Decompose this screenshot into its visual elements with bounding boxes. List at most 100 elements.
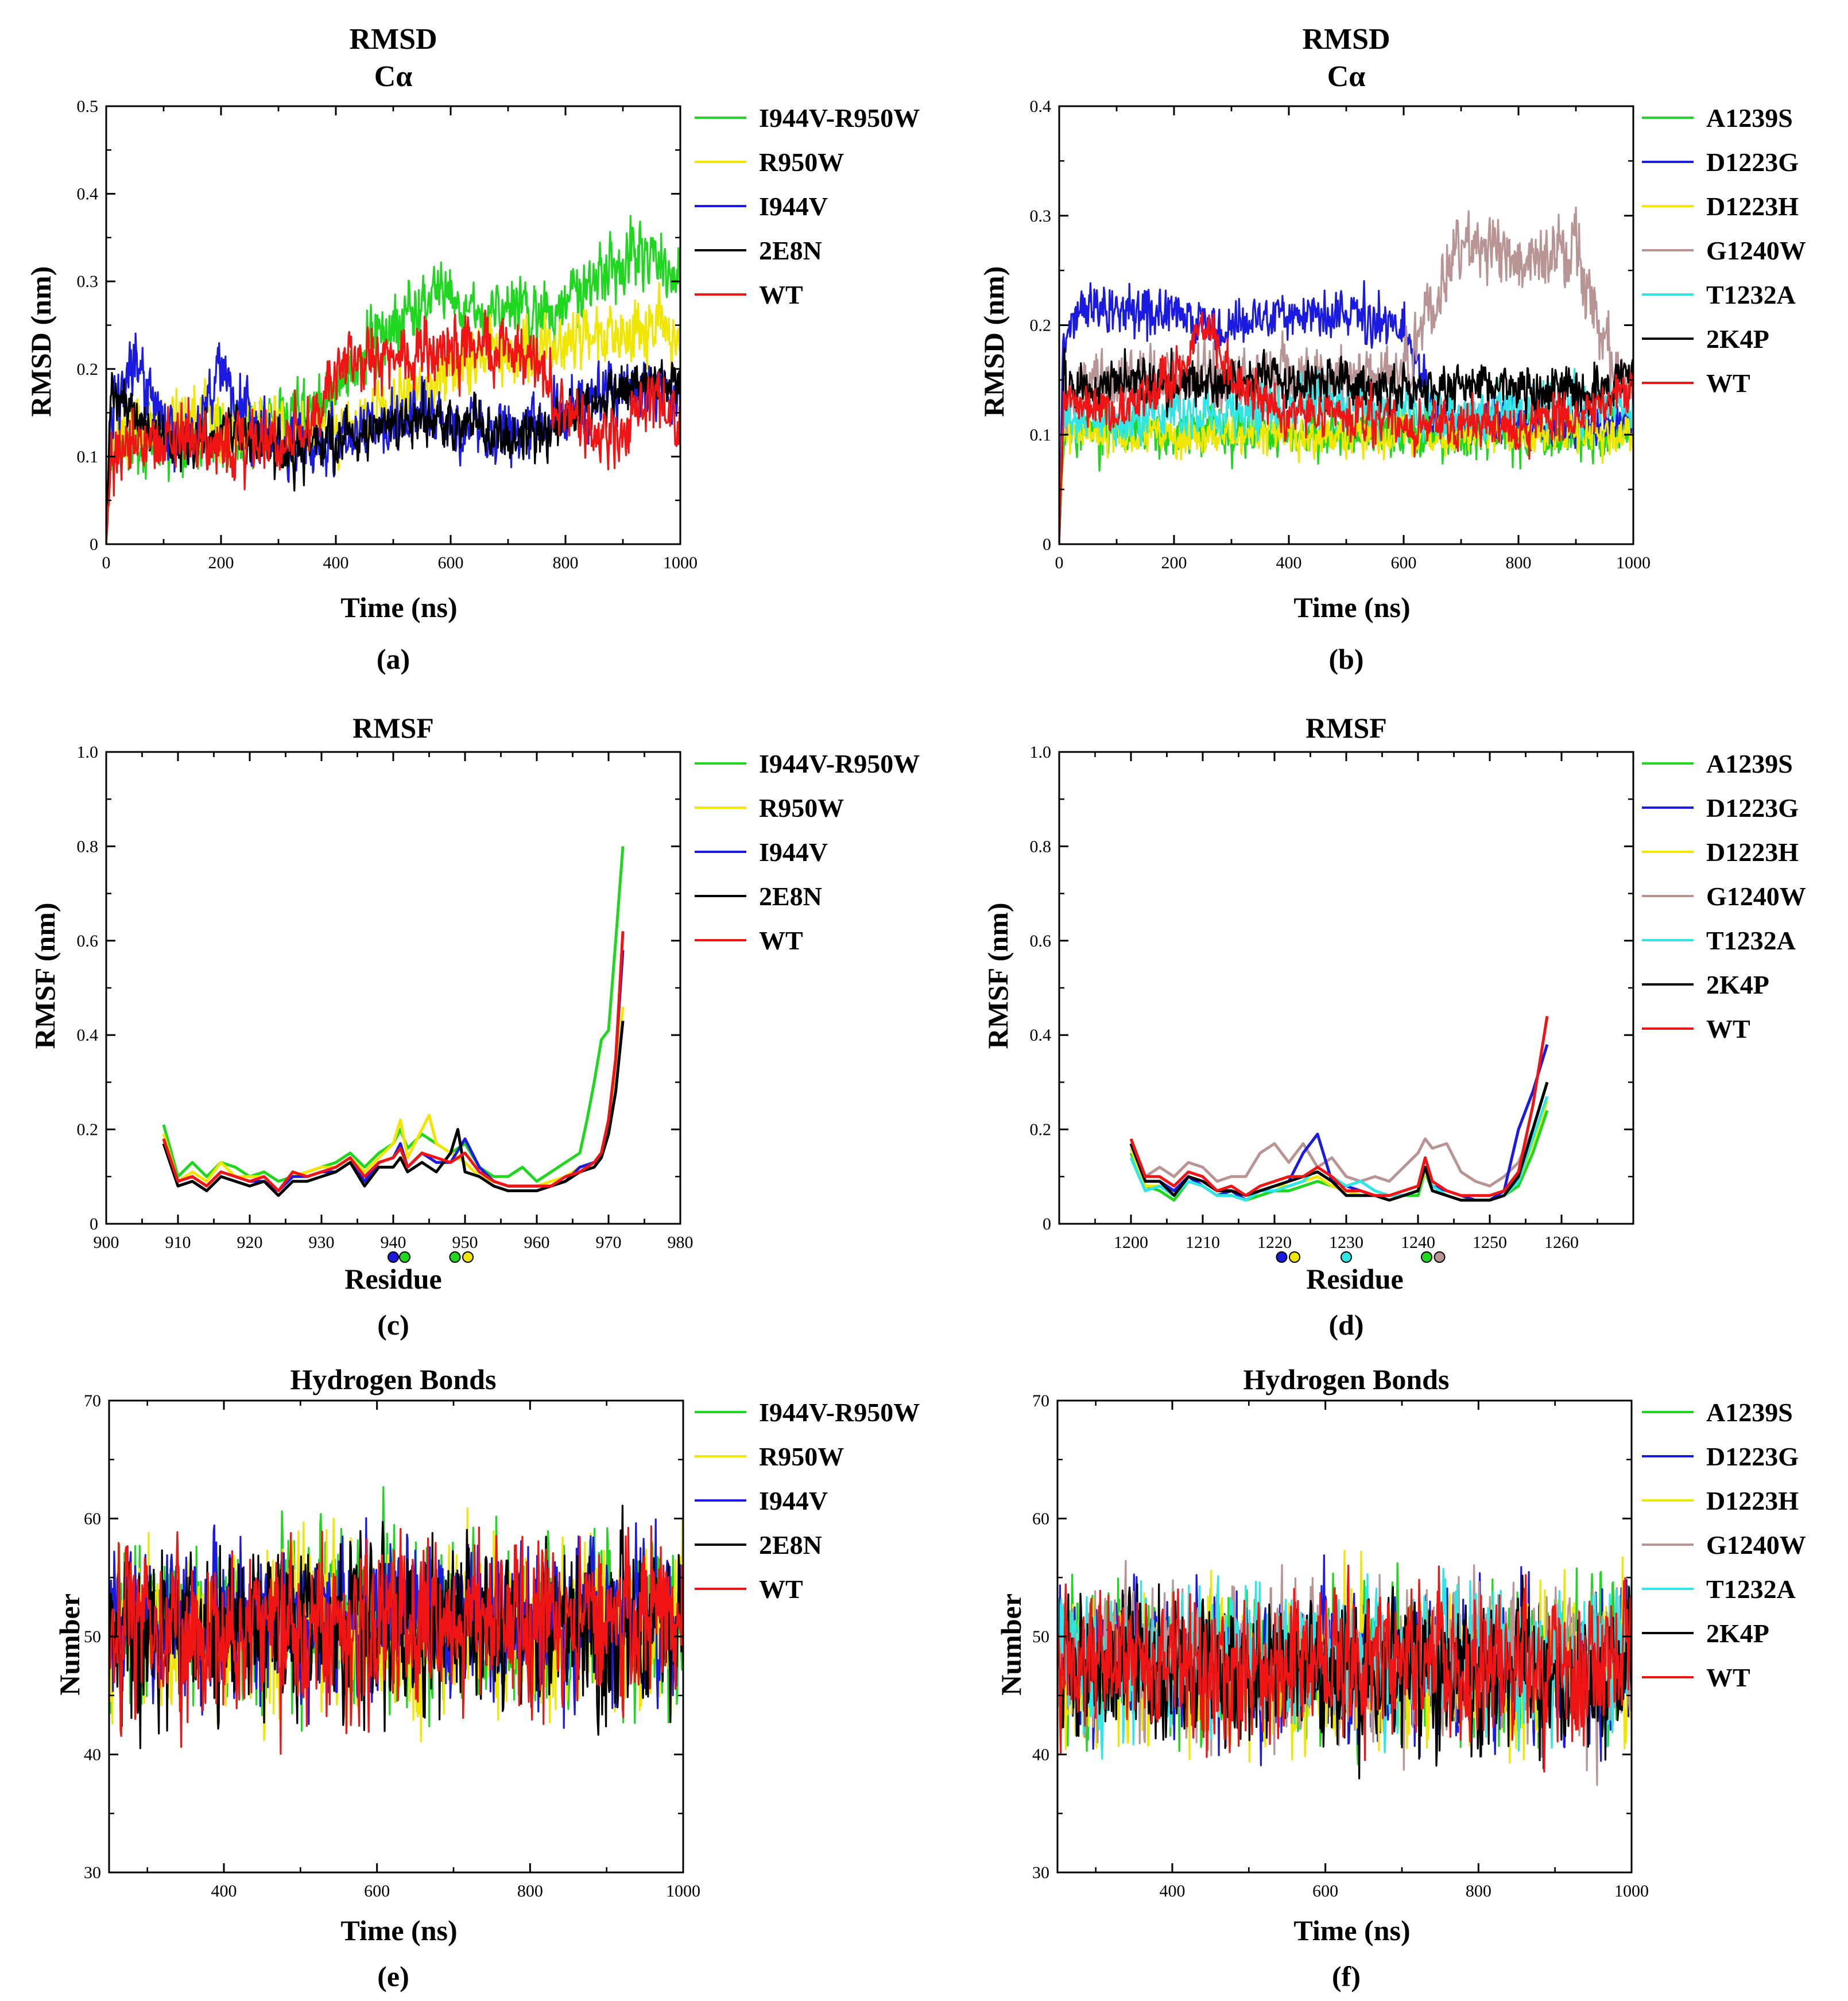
legend-label: I944V — [759, 192, 828, 221]
chart-subtitle: Cα — [374, 60, 413, 93]
y-tick-label: 0.1 — [77, 447, 99, 466]
y-tick-label: 0.1 — [1030, 425, 1052, 444]
y-tick-label: 0 — [1043, 1215, 1051, 1234]
y-tick-label: 40 — [84, 1746, 101, 1765]
legend-label: G1240W — [1706, 1530, 1806, 1560]
y-axis-label: Number — [995, 1593, 1027, 1696]
y-axis-label: RMSD (nm) — [25, 266, 57, 417]
series-group — [1129, 1015, 1549, 1202]
chart-subtitle: Cα — [1327, 60, 1366, 93]
y-tick-label: 50 — [84, 1627, 101, 1646]
panel-label: (f) — [1332, 1960, 1361, 1992]
legend-label: A1239S — [1706, 103, 1793, 133]
y-tick-label: 0.3 — [77, 272, 99, 291]
y-axis-label: RMSF (nm) — [982, 902, 1014, 1049]
series-line-wt — [1059, 311, 1633, 544]
chart-title: Hydrogen Bonds — [1243, 1363, 1450, 1395]
y-tick-label: 0 — [90, 535, 98, 554]
x-tick-label: 800 — [1506, 553, 1532, 572]
legend-label: I944V-R950W — [759, 103, 920, 133]
y-tick-label: 0.2 — [1030, 1120, 1052, 1139]
panel-label: (a) — [377, 643, 410, 675]
legend-label: R950W — [759, 148, 844, 177]
series-group — [106, 215, 680, 544]
x-tick-label: 1000 — [666, 1882, 700, 1901]
residue-marker — [1289, 1251, 1300, 1263]
series-line-wt — [162, 931, 625, 1192]
series-line-2e8n — [162, 1021, 625, 1197]
legend-label: G1240W — [1706, 236, 1806, 265]
x-tick-label: 600 — [1312, 1882, 1338, 1901]
x-tick-label: 400 — [1160, 1882, 1185, 1901]
x-tick-label: 600 — [438, 553, 464, 572]
legend-label: 2K4P — [1706, 324, 1769, 354]
y-axis-label: Number — [53, 1593, 86, 1696]
x-tick-label: 0 — [102, 553, 111, 572]
residue-marker — [1434, 1251, 1446, 1263]
legend-label: 2K4P — [1706, 970, 1769, 999]
x-tick-label: 400 — [1276, 553, 1302, 572]
x-axis-label: Residue — [1306, 1263, 1403, 1295]
x-tick-label: 1240 — [1401, 1233, 1435, 1252]
plot-area: 900 910 920 930 940 950 960 970 980 0 0.2 0.4 0.6 0.8… — [77, 743, 920, 1263]
legend-label: WT — [759, 1575, 803, 1604]
y-tick-label: 30 — [84, 1863, 101, 1882]
y-tick-label: 30 — [1032, 1863, 1049, 1882]
residue-marker — [388, 1251, 399, 1263]
panel-f: Hydrogen Bonds 400 600 800 1000 30 40 50 60 70 A1… — [995, 1363, 1806, 1992]
legend-label: WT — [1706, 369, 1750, 398]
series-line-wt — [109, 1525, 683, 1755]
legend-label: A1239S — [1706, 1398, 1793, 1427]
legend-label: A1239S — [1706, 749, 1793, 778]
x-axis-label: Time (ns) — [1293, 591, 1410, 623]
legend-label: 2E8N — [759, 1530, 822, 1560]
x-axis-label: Time (ns) — [340, 1914, 457, 1946]
residue-marker — [449, 1251, 461, 1263]
series-group — [162, 846, 625, 1197]
x-tick-label: 980 — [668, 1233, 694, 1252]
x-tick-label: 0 — [1055, 553, 1064, 572]
panel-label: (b) — [1328, 643, 1363, 675]
panel-e: Hydrogen Bonds 400 600 800 1000 30 40 50 60 70 I9… — [53, 1363, 920, 1992]
plot-area: 400 600 800 1000 30 40 50 60 70 A1239S D1223G D1223… — [1032, 1391, 1806, 1901]
x-tick-label: 930 — [309, 1233, 335, 1252]
y-tick-label: 70 — [1032, 1391, 1049, 1410]
legend-label: 2K4P — [1706, 1619, 1769, 1648]
x-tick-label: 400 — [211, 1882, 237, 1901]
y-tick-label: 0.4 — [77, 1026, 99, 1045]
legend-label: WT — [1706, 1663, 1750, 1692]
legend-label: T1232A — [1706, 280, 1796, 309]
x-tick-label: 800 — [553, 553, 579, 572]
x-tick-label: 900 — [94, 1233, 119, 1252]
legend-label: D1223G — [1706, 148, 1799, 177]
chart-title: RMSD — [349, 23, 437, 56]
chart-title: RMSF — [352, 712, 434, 744]
legend-label: I944V-R950W — [759, 1398, 920, 1427]
chart-title: RMSF — [1305, 712, 1387, 744]
x-axis-label: Residue — [344, 1263, 441, 1295]
x-tick-label: 200 — [208, 553, 234, 572]
legend-label: I944V — [759, 1486, 828, 1515]
series-line-wt — [1057, 1564, 1632, 1773]
legend-label: WT — [759, 280, 803, 309]
series-line-2k4p — [1129, 1081, 1549, 1202]
x-axis-label: Time (ns) — [1293, 1914, 1410, 1946]
x-tick-label: 400 — [323, 553, 349, 572]
chart-title: RMSD — [1302, 23, 1390, 56]
y-tick-label: 50 — [1032, 1627, 1049, 1646]
panel-label: (d) — [1328, 1309, 1363, 1341]
legend-label: D1223H — [1706, 192, 1799, 221]
panel-b: RMSD Cα 0 200 400 600 800 1000 0 0.1 0.2 0.3 0.4 A1… — [978, 23, 1806, 675]
y-tick-label: 0.6 — [77, 932, 99, 951]
x-tick-label: 1000 — [1614, 1882, 1649, 1901]
plot-area: 400 600 800 1000 30 40 50 60 70 I944V-R950W R950W I… — [84, 1391, 920, 1901]
series-line-g1240w — [1129, 1081, 1549, 1188]
y-tick-label: 70 — [84, 1391, 101, 1410]
y-tick-label: 60 — [1032, 1510, 1049, 1529]
plot-area: 0 200 400 600 800 1000 0 0.1 0.2 0.3 0.4 0.5 I944V-R… — [77, 97, 920, 572]
x-axis-label: Time (ns) — [340, 591, 457, 623]
legend-label: D1223G — [1706, 1442, 1799, 1471]
series-group — [109, 1486, 683, 1755]
panel-a: RMSD Cα 0 200 400 600 800 1000 0 0.1 0.2 0.3 0.4 0.… — [25, 23, 920, 675]
legend-label: WT — [1706, 1014, 1750, 1044]
